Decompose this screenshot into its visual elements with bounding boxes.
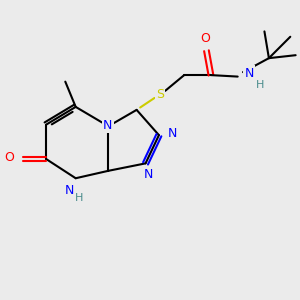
Text: O: O xyxy=(200,32,210,45)
Text: N: N xyxy=(244,67,254,80)
Text: H: H xyxy=(256,80,264,90)
Text: N: N xyxy=(65,184,74,197)
Text: N: N xyxy=(168,127,177,140)
Text: O: O xyxy=(4,151,14,164)
Text: S: S xyxy=(156,88,164,101)
Text: N: N xyxy=(103,119,112,132)
Text: N: N xyxy=(144,168,153,181)
Text: H: H xyxy=(75,194,83,203)
